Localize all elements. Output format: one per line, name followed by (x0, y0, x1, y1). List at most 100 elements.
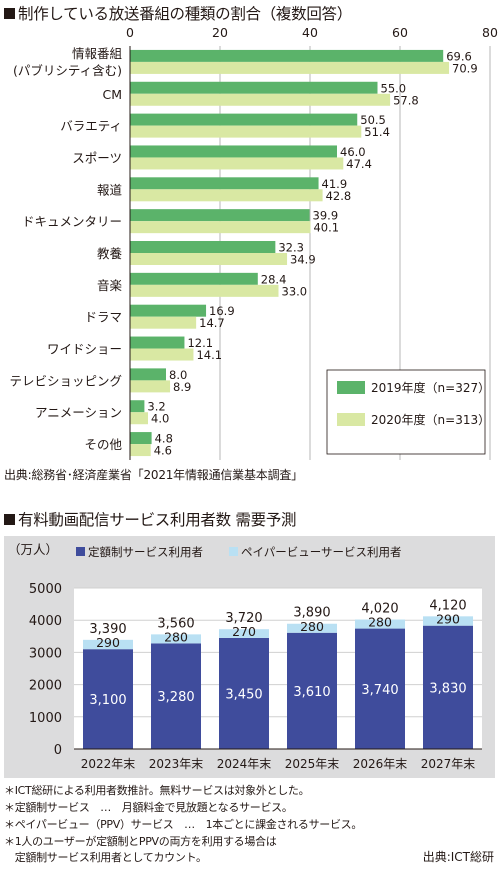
bar-2019 (130, 400, 145, 413)
bar-2019 (130, 209, 310, 222)
bar-value-label: 3,610 (293, 685, 330, 700)
x-tick-label: 2026年末 (353, 757, 408, 771)
bar-value-label: 12.1 (187, 336, 213, 350)
y-tick-label: 1000 (29, 711, 62, 726)
bar-value-label: 290 (436, 612, 460, 627)
bar-2019 (130, 432, 152, 445)
bar-value-label: 47.4 (346, 157, 372, 171)
bar-value-label: 14.7 (199, 316, 225, 330)
bar-value-label: 34.9 (290, 253, 316, 267)
category-label: 教養 (97, 246, 123, 261)
bar-value-label: 270 (232, 624, 256, 639)
bar-value-label: 51.4 (364, 125, 390, 139)
legend-swatch (76, 547, 85, 556)
bar-value-label: 3,740 (361, 683, 398, 698)
bar-value-label: 3,100 (89, 693, 126, 708)
title-square-marker (4, 514, 15, 525)
y-tick-label: 2000 (29, 679, 62, 694)
x-tick-label: 2027年末 (421, 757, 476, 771)
x-tick-label: 2023年末 (149, 757, 204, 771)
bar-2020 (130, 93, 391, 106)
category-label: 報道 (97, 182, 123, 197)
chart2-source: 出典:ICT総研 (422, 850, 494, 864)
category-label: その他 (84, 437, 122, 452)
legend-label: 2019年度（n=327） (371, 380, 490, 395)
bar-value-label: 57.8 (393, 93, 419, 107)
y-tick-label: 3000 (29, 646, 62, 661)
legend-label: 2020年度（n=313） (371, 412, 490, 427)
bar-2019 (130, 368, 166, 381)
legend-swatch (337, 413, 365, 426)
chart2-note-3: ＊ペイパービュー（PPV）サービス … 1本ごとに課金されるサービス。 (4, 818, 363, 831)
chart2-note-4: ＊1人のユーザーが定額制とPPVの両方を利用する場合は (4, 835, 277, 848)
bar-2020 (130, 444, 151, 457)
chart2-panel: 0 1000 2000 3000 4000 5000 （万人） 定額制サービス利用者 ペイパービ… (4, 536, 495, 778)
chart1-title-text: 制作している放送番組の種類の割合（複数回答） (18, 5, 352, 23)
bar-2020 (130, 189, 323, 202)
bar-2019 (130, 113, 358, 126)
bar-value-label: 3,450 (225, 687, 262, 702)
bar-2019 (130, 241, 276, 253)
x-tick-label: 2025年末 (285, 757, 340, 771)
bar-value-label: 33.0 (282, 284, 308, 298)
bar-2020 (130, 157, 344, 170)
bar-subscription (151, 643, 201, 749)
legend-swatch (337, 381, 365, 394)
category-label: 音楽 (97, 278, 123, 293)
bar-value-label: 50.5 (360, 113, 386, 127)
legend-label: 定額制サービス利用者 (88, 545, 203, 559)
chart1-source: 出典:総務省･経済産業省「2021年情報通信業基本調査」 (4, 468, 303, 482)
bar-2019 (130, 336, 185, 349)
bar-value-label: 280 (300, 619, 324, 634)
bar-subscription (287, 632, 337, 749)
bar-2019 (130, 81, 378, 94)
bar-subscription (219, 637, 269, 749)
bar-value-label: 4.0 (151, 412, 169, 426)
bar-value-label: 40.1 (313, 221, 339, 235)
chart2-note-5: 定額制サービス利用者としてカウント。 (4, 851, 207, 864)
total-value-label: 3,720 (225, 611, 262, 626)
bar-ppv (287, 623, 337, 633)
category-label: 情報番組 (72, 46, 122, 61)
bar-value-label: 32.3 (278, 241, 304, 255)
bar-value-label: 4.8 (155, 432, 173, 446)
bar-value-label: 46.0 (340, 145, 366, 159)
chart1-horizontal-bar-chart: 020406080(%)情報番組(パブリシティ含む)69.670.9CM55.0… (9, 25, 498, 460)
chart2-title: 有料動画配信サービス利用者数 需要予測 (4, 508, 297, 530)
title-square-marker (4, 8, 15, 19)
bar-value-label: 280 (368, 615, 392, 630)
total-value-label: 3,890 (293, 606, 330, 621)
category-label: ドラマ (84, 310, 122, 325)
y-tick-label: 4000 (29, 614, 62, 629)
category-label: テレビショッピング (9, 373, 122, 388)
bar-subscription (83, 649, 133, 749)
x-tick-label: 0 (126, 25, 134, 40)
bar-ppv (151, 634, 201, 644)
category-label: CM (102, 87, 122, 102)
bar-2020 (130, 125, 362, 138)
x-tick-label: 80 (482, 25, 498, 40)
chart1-title: 制作している放送番組の種類の割合（複数回答） (4, 2, 352, 24)
total-value-label: 4,020 (361, 602, 398, 617)
bar-2020 (130, 380, 171, 393)
bar-value-label: 3.2 (147, 400, 165, 414)
bar-2020 (130, 412, 148, 425)
bar-2020 (130, 221, 311, 234)
bar-value-label: 16.9 (209, 304, 235, 318)
bar-2020 (130, 253, 288, 265)
bar-ppv (219, 629, 269, 638)
x-tick-label: 2024年末 (217, 757, 272, 771)
bar-2019 (130, 145, 337, 158)
bar-value-label: 55.0 (381, 81, 407, 95)
bar-ppv (355, 619, 405, 629)
bar-2020 (130, 284, 279, 297)
bar-value-label: 28.4 (261, 272, 287, 286)
bar-value-label: 290 (96, 635, 120, 650)
total-value-label: 3,560 (157, 616, 194, 631)
x-tick-label: 40 (302, 25, 318, 40)
chart2-note-1: ＊ICT総研による利用者数推計。無料サービスは対象外とした。 (4, 784, 310, 797)
chart2-legend: 定額制サービス利用者 ペイパービューサービス利用者 (76, 545, 402, 559)
y-unit-label: （万人） (8, 542, 58, 557)
chart1-legend: 2019年度（n=327） 2020年度（n=313） (326, 369, 490, 455)
bar-value-label: 8.0 (169, 368, 187, 382)
